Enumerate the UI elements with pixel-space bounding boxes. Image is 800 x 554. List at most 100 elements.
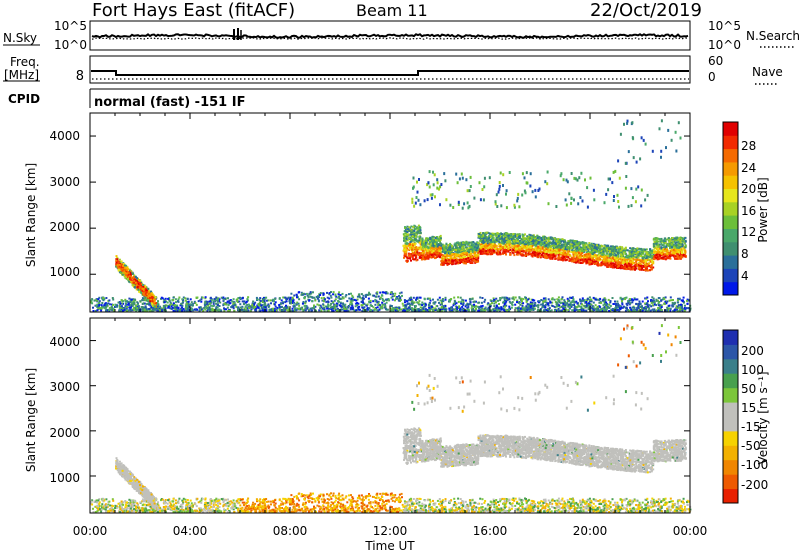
power-cell	[450, 298, 453, 300]
power-cell	[475, 308, 477, 310]
power-cell	[567, 309, 570, 312]
power-cells	[90, 119, 692, 312]
power-cell	[521, 306, 524, 309]
power-cell	[120, 310, 122, 312]
power-cell	[232, 298, 235, 301]
power-cell	[289, 296, 292, 299]
power-cell	[258, 298, 261, 301]
power-cell	[154, 302, 157, 305]
power-cell	[688, 307, 691, 310]
power-cell	[210, 304, 213, 307]
power-cell	[592, 309, 595, 312]
power-cell	[631, 301, 634, 304]
power-cell	[260, 304, 263, 307]
power-cell	[557, 309, 560, 312]
power-cell	[153, 304, 156, 307]
power-cell	[274, 301, 277, 304]
power-cell	[123, 268, 126, 271]
power-cell	[567, 305, 570, 308]
power-cell	[210, 298, 213, 301]
power-cell	[118, 258, 121, 261]
power-cell	[473, 306, 476, 309]
power-cell	[200, 298, 203, 301]
power-cell	[147, 295, 150, 297]
power-cell	[563, 299, 566, 302]
power-cell	[551, 297, 554, 300]
power-cell	[344, 303, 347, 306]
power-cell	[167, 297, 170, 300]
power-cell	[297, 291, 300, 294]
power-cell	[646, 303, 649, 306]
power-cell	[337, 296, 340, 299]
power-cell	[229, 302, 232, 305]
power-cell	[316, 297, 319, 300]
power-cell	[233, 309, 236, 312]
power-cell	[187, 309, 189, 312]
power-cell	[355, 309, 358, 312]
power-cell	[141, 287, 144, 290]
power-cell	[334, 298, 337, 301]
power-cell	[550, 309, 553, 312]
power-cell	[609, 301, 612, 304]
power-cell	[326, 296, 329, 299]
power-cell	[210, 301, 212, 304]
power-cell	[371, 309, 374, 312]
power-cell	[385, 308, 387, 311]
power-cell	[156, 302, 159, 304]
power-cell	[559, 306, 562, 309]
power-cell	[213, 299, 216, 302]
power-cell	[368, 291, 370, 294]
power-cell	[679, 307, 682, 310]
power-cell	[358, 293, 361, 296]
power-cell	[564, 304, 567, 307]
power-cell	[498, 248, 501, 250]
power-cell	[563, 303, 566, 306]
power-cell	[616, 309, 619, 311]
power-cell	[588, 296, 591, 299]
power-cell	[679, 305, 682, 308]
power-cell	[651, 296, 654, 299]
power-cell	[605, 301, 608, 304]
power-cell	[141, 309, 144, 312]
power-cell	[285, 300, 288, 303]
power-cell	[154, 296, 157, 299]
power-cell	[434, 308, 437, 311]
power-cell	[639, 306, 641, 308]
power-cell	[414, 305, 417, 307]
noise-right-tick-bottom: 10^0	[708, 38, 741, 52]
power-cell	[495, 301, 497, 304]
power-cell	[126, 266, 129, 269]
power-cell	[127, 302, 130, 305]
power-cell	[352, 308, 355, 311]
power-cell	[228, 302, 231, 305]
power-cell	[115, 255, 118, 258]
power-cell	[624, 309, 627, 312]
power-cell	[429, 307, 432, 310]
power-cell	[586, 299, 588, 302]
power-cell	[521, 300, 523, 303]
power-cell	[125, 272, 128, 275]
power-cell	[290, 309, 293, 312]
power-cell	[310, 292, 313, 295]
power-cell	[607, 298, 610, 301]
power-cell	[388, 299, 391, 302]
power-cell	[135, 306, 138, 309]
power-cell	[303, 309, 306, 312]
power-cell	[233, 304, 236, 307]
power-cell	[172, 302, 175, 305]
power-cell	[292, 299, 295, 302]
power-cell	[557, 307, 560, 310]
power-cell	[338, 304, 341, 307]
power-cell	[556, 303, 558, 305]
power-cell	[125, 266, 128, 269]
power-cell	[102, 306, 105, 309]
power-cell	[288, 300, 291, 303]
power-cell	[129, 300, 132, 303]
power-cell	[460, 300, 463, 303]
power-cell	[496, 310, 499, 312]
power-cell	[521, 308, 524, 311]
power-cell	[379, 305, 382, 308]
power-cell	[244, 305, 247, 308]
power-cell	[332, 310, 335, 312]
